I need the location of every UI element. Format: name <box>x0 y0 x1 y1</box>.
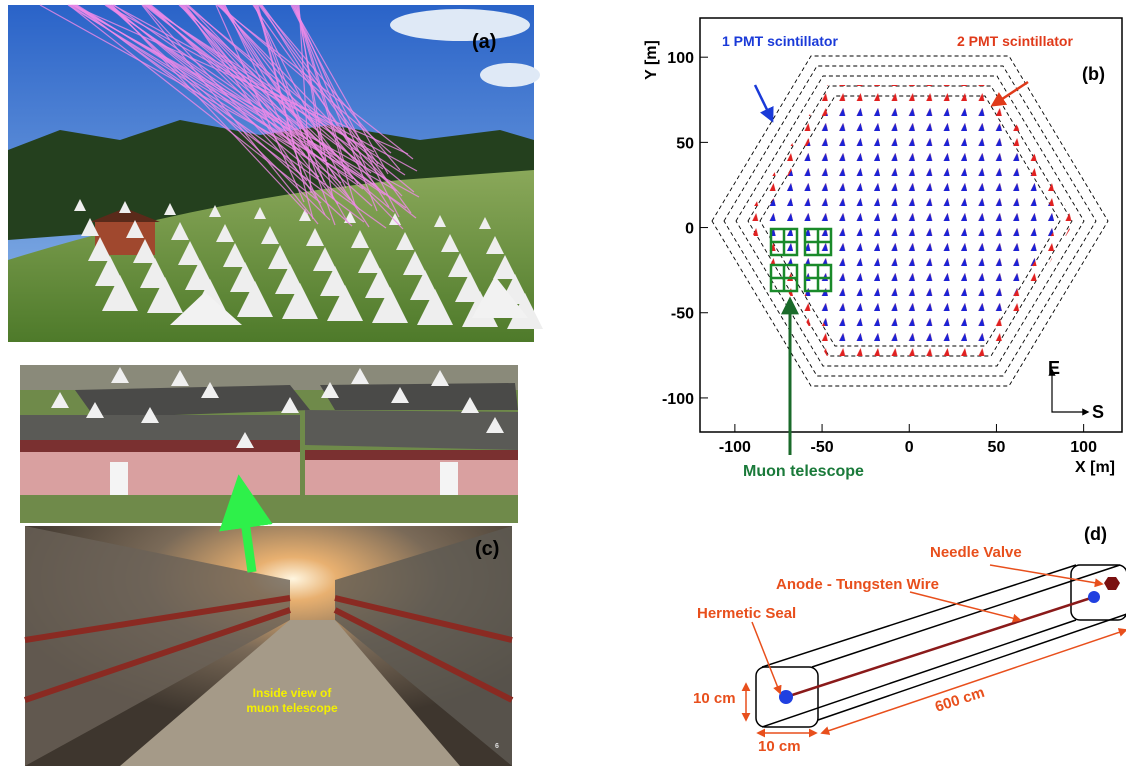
label: Anode - Tungsten Wire <box>776 576 939 593</box>
caption: Inside view of <box>253 686 333 700</box>
arrow <box>755 85 772 120</box>
y-tick-label: -50 <box>671 306 694 323</box>
label: 600 cm <box>933 684 987 716</box>
y-axis-label: Y [m] <box>643 40 660 80</box>
page-number: 6 <box>495 743 499 750</box>
arrow <box>993 82 1028 105</box>
x-tick-label: 50 <box>988 439 1006 456</box>
photo-a: (a) <box>8 5 543 342</box>
figure: (a) (c) Inside view of muon telescope 6 … <box>0 0 1126 766</box>
label: 10 cm <box>758 738 801 755</box>
photo-c: (c) Inside view of muon telescope 6 <box>25 485 512 766</box>
y-tick-label: -100 <box>662 391 694 408</box>
x-tick-label: -50 <box>811 439 834 456</box>
x-tick-label: 0 <box>905 439 914 456</box>
label: 10 cm <box>693 690 736 707</box>
annotation: 2 PMT scintillator <box>957 33 1073 49</box>
compass-label: S <box>1092 402 1104 422</box>
compass-label: E <box>1048 358 1060 378</box>
x-tick-label: 100 <box>1070 439 1097 456</box>
panel-label: (d) <box>1084 524 1107 544</box>
y-tick-label: 0 <box>685 221 694 238</box>
x-axis-label: X [m] <box>1075 459 1115 476</box>
label: Needle Valve <box>930 544 1022 561</box>
y-tick-label: 50 <box>676 135 694 152</box>
photo-buildings <box>20 365 518 523</box>
panel-label: (c) <box>475 538 499 560</box>
one-pmt-detectors <box>700 60 1120 390</box>
diagram-d: (d) Needle Valve Anode - Tungsten Wire H… <box>693 524 1126 755</box>
chart-b: 1 PMT scintillator 2 PMT scintillator Mu… <box>643 18 1122 480</box>
panel-label: (a) <box>472 31 496 53</box>
x-tick-label: -100 <box>719 439 751 456</box>
label: Hermetic Seal <box>697 605 796 622</box>
panel-label: (b) <box>1082 64 1105 84</box>
annotation: Muon telescope <box>743 463 864 480</box>
y-tick-label: 100 <box>667 50 694 67</box>
caption: muon telescope <box>246 701 338 715</box>
annotation: 1 PMT scintillator <box>722 33 838 49</box>
